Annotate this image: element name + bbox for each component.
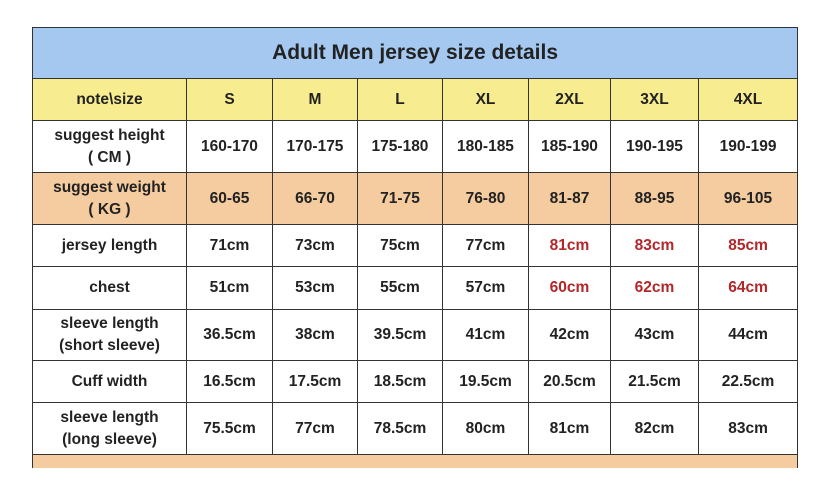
size-value-cell: 66-70 (272, 172, 358, 225)
row-label-line: (long sleeve) (62, 430, 157, 448)
size-value-cell: 83cm (697, 402, 799, 455)
size-value-cell: 57cm (442, 266, 529, 310)
size-header-4xl: 4XL (697, 78, 799, 121)
size-value-cell: 38cm (272, 309, 358, 361)
size-value-cell: 60cm (528, 266, 611, 310)
size-value-cell: 62cm (610, 266, 699, 310)
row-label: sleeve length (short sleeve) (32, 309, 187, 361)
size-value-cell: 36.5cm (186, 309, 273, 361)
size-value-cell: 81-87 (528, 172, 611, 225)
footer-band (31, 454, 799, 468)
size-header-xl: XL (442, 78, 529, 121)
size-header-s: S (186, 78, 273, 121)
row-label-line: ( CM ) (87, 148, 132, 166)
table-row: suggest weight ( KG ) 60-65 66-70 71-75 76-80… (32, 172, 799, 225)
size-value-cell: 73cm (272, 224, 358, 267)
row-label: jersey length (32, 224, 187, 267)
size-value-cell: 20.5cm (528, 360, 611, 403)
size-header-row: note\size S M L XL 2XL 3XL 4XL (32, 78, 799, 121)
table-row: jersey length 71cm 73cm 75cm 77cm 81cm 83cm 85c… (32, 224, 799, 267)
table-row: chest 51cm 53cm 55cm 57cm 60cm 62cm 64cm (32, 266, 799, 310)
size-header-l: L (357, 78, 443, 121)
size-value-cell: 82cm (610, 402, 699, 455)
size-value-cell: 41cm (442, 309, 529, 361)
size-value-cell: 83cm (610, 224, 699, 267)
row-label: chest (32, 266, 187, 310)
row-label: suggest height ( CM ) (32, 120, 187, 173)
row-label: sleeve length (long sleeve) (32, 402, 187, 455)
size-value-cell: 190-199 (697, 120, 799, 173)
size-value-cell: 42cm (528, 309, 611, 361)
size-value-cell: 76-80 (442, 172, 529, 225)
size-value-cell: 190-195 (610, 120, 699, 173)
table-row: suggest height ( CM ) 160-170 170-175 175-18… (32, 120, 799, 173)
size-value-cell: 44cm (697, 309, 799, 361)
size-value-cell: 55cm (357, 266, 443, 310)
size-value-cell: 81cm (528, 402, 611, 455)
size-value-cell: 160-170 (186, 120, 273, 173)
size-value-cell: 64cm (697, 266, 799, 310)
row-label-line: ( KG ) (88, 200, 131, 218)
size-value-cell: 17.5cm (272, 360, 358, 403)
size-value-cell: 39.5cm (357, 309, 443, 361)
size-value-cell: 43cm (610, 309, 699, 361)
size-value-cell: 77cm (272, 402, 358, 455)
row-label-line: suggest weight (53, 178, 166, 196)
table-title: Adult Men jersey size details (31, 27, 799, 79)
size-chart-table: Adult Men jersey size details note\size … (31, 27, 799, 468)
size-value-cell: 75.5cm (186, 402, 273, 455)
table-row: Cuff width 16.5cm 17.5cm 18.5cm 19.5cm 20.5cm… (32, 360, 799, 403)
size-value-cell: 170-175 (272, 120, 358, 173)
size-value-cell: 185-190 (528, 120, 611, 173)
row-label: suggest weight ( KG ) (32, 172, 187, 225)
table-row: sleeve length (short sleeve) 36.5cm 38cm 39.… (32, 309, 799, 361)
row-label-line: sleeve length (60, 408, 159, 426)
row-label-line: jersey length (61, 236, 158, 254)
corner-label: note\size (32, 78, 187, 121)
row-label-line: suggest height (54, 126, 165, 144)
size-value-cell: 85cm (697, 224, 799, 267)
size-value-cell: 78.5cm (357, 402, 443, 455)
size-value-cell: 77cm (442, 224, 529, 267)
size-value-cell: 88-95 (610, 172, 699, 225)
size-value-cell: 16.5cm (186, 360, 273, 403)
size-header-2xl: 2XL (528, 78, 611, 121)
size-value-cell: 81cm (528, 224, 611, 267)
row-label-line: Cuff width (71, 372, 148, 390)
row-label-line: (short sleeve) (59, 337, 160, 354)
size-value-cell: 175-180 (357, 120, 443, 173)
size-value-cell: 180-185 (442, 120, 529, 173)
size-value-cell: 21.5cm (610, 360, 699, 403)
size-header-m: M (272, 78, 358, 121)
size-value-cell: 18.5cm (357, 360, 443, 403)
size-value-cell: 53cm (272, 266, 358, 310)
size-value-cell: 19.5cm (442, 360, 529, 403)
size-value-cell: 22.5cm (697, 360, 799, 403)
row-label: Cuff width (32, 360, 187, 403)
size-header-3xl: 3XL (610, 78, 699, 121)
row-label-line: chest (89, 279, 130, 296)
table-row: sleeve length (long sleeve) 75.5cm 77cm 78.5… (32, 402, 799, 455)
size-value-cell: 60-65 (186, 172, 273, 225)
size-value-cell: 96-105 (697, 172, 799, 225)
size-value-cell: 80cm (442, 402, 529, 455)
row-label-line: sleeve length (60, 315, 159, 332)
size-value-cell: 71cm (186, 224, 273, 267)
size-value-cell: 75cm (357, 224, 443, 267)
size-value-cell: 51cm (186, 266, 273, 310)
size-value-cell: 71-75 (357, 172, 443, 225)
